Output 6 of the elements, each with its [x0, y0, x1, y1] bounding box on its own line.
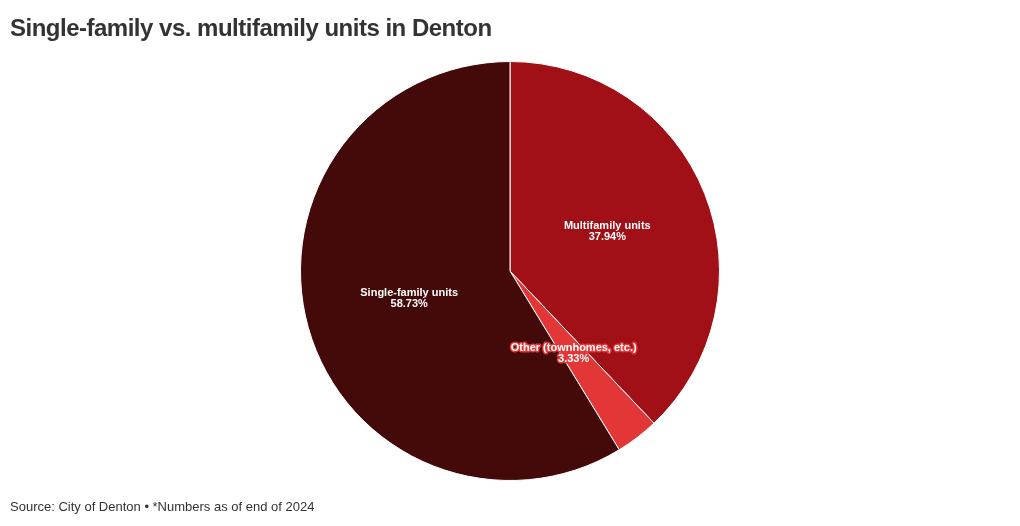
- data-label: 58.73%: [390, 297, 429, 310]
- slice-label: Single-family units: [360, 286, 459, 299]
- chart-title: Single-family vs. multifamily units in Denton: [10, 14, 492, 42]
- slice-label: Multifamily units: [563, 219, 651, 232]
- source-note: Source: City of Denton • *Numbers as of end of 2024: [10, 499, 315, 514]
- data-label: 37.94%: [588, 230, 627, 243]
